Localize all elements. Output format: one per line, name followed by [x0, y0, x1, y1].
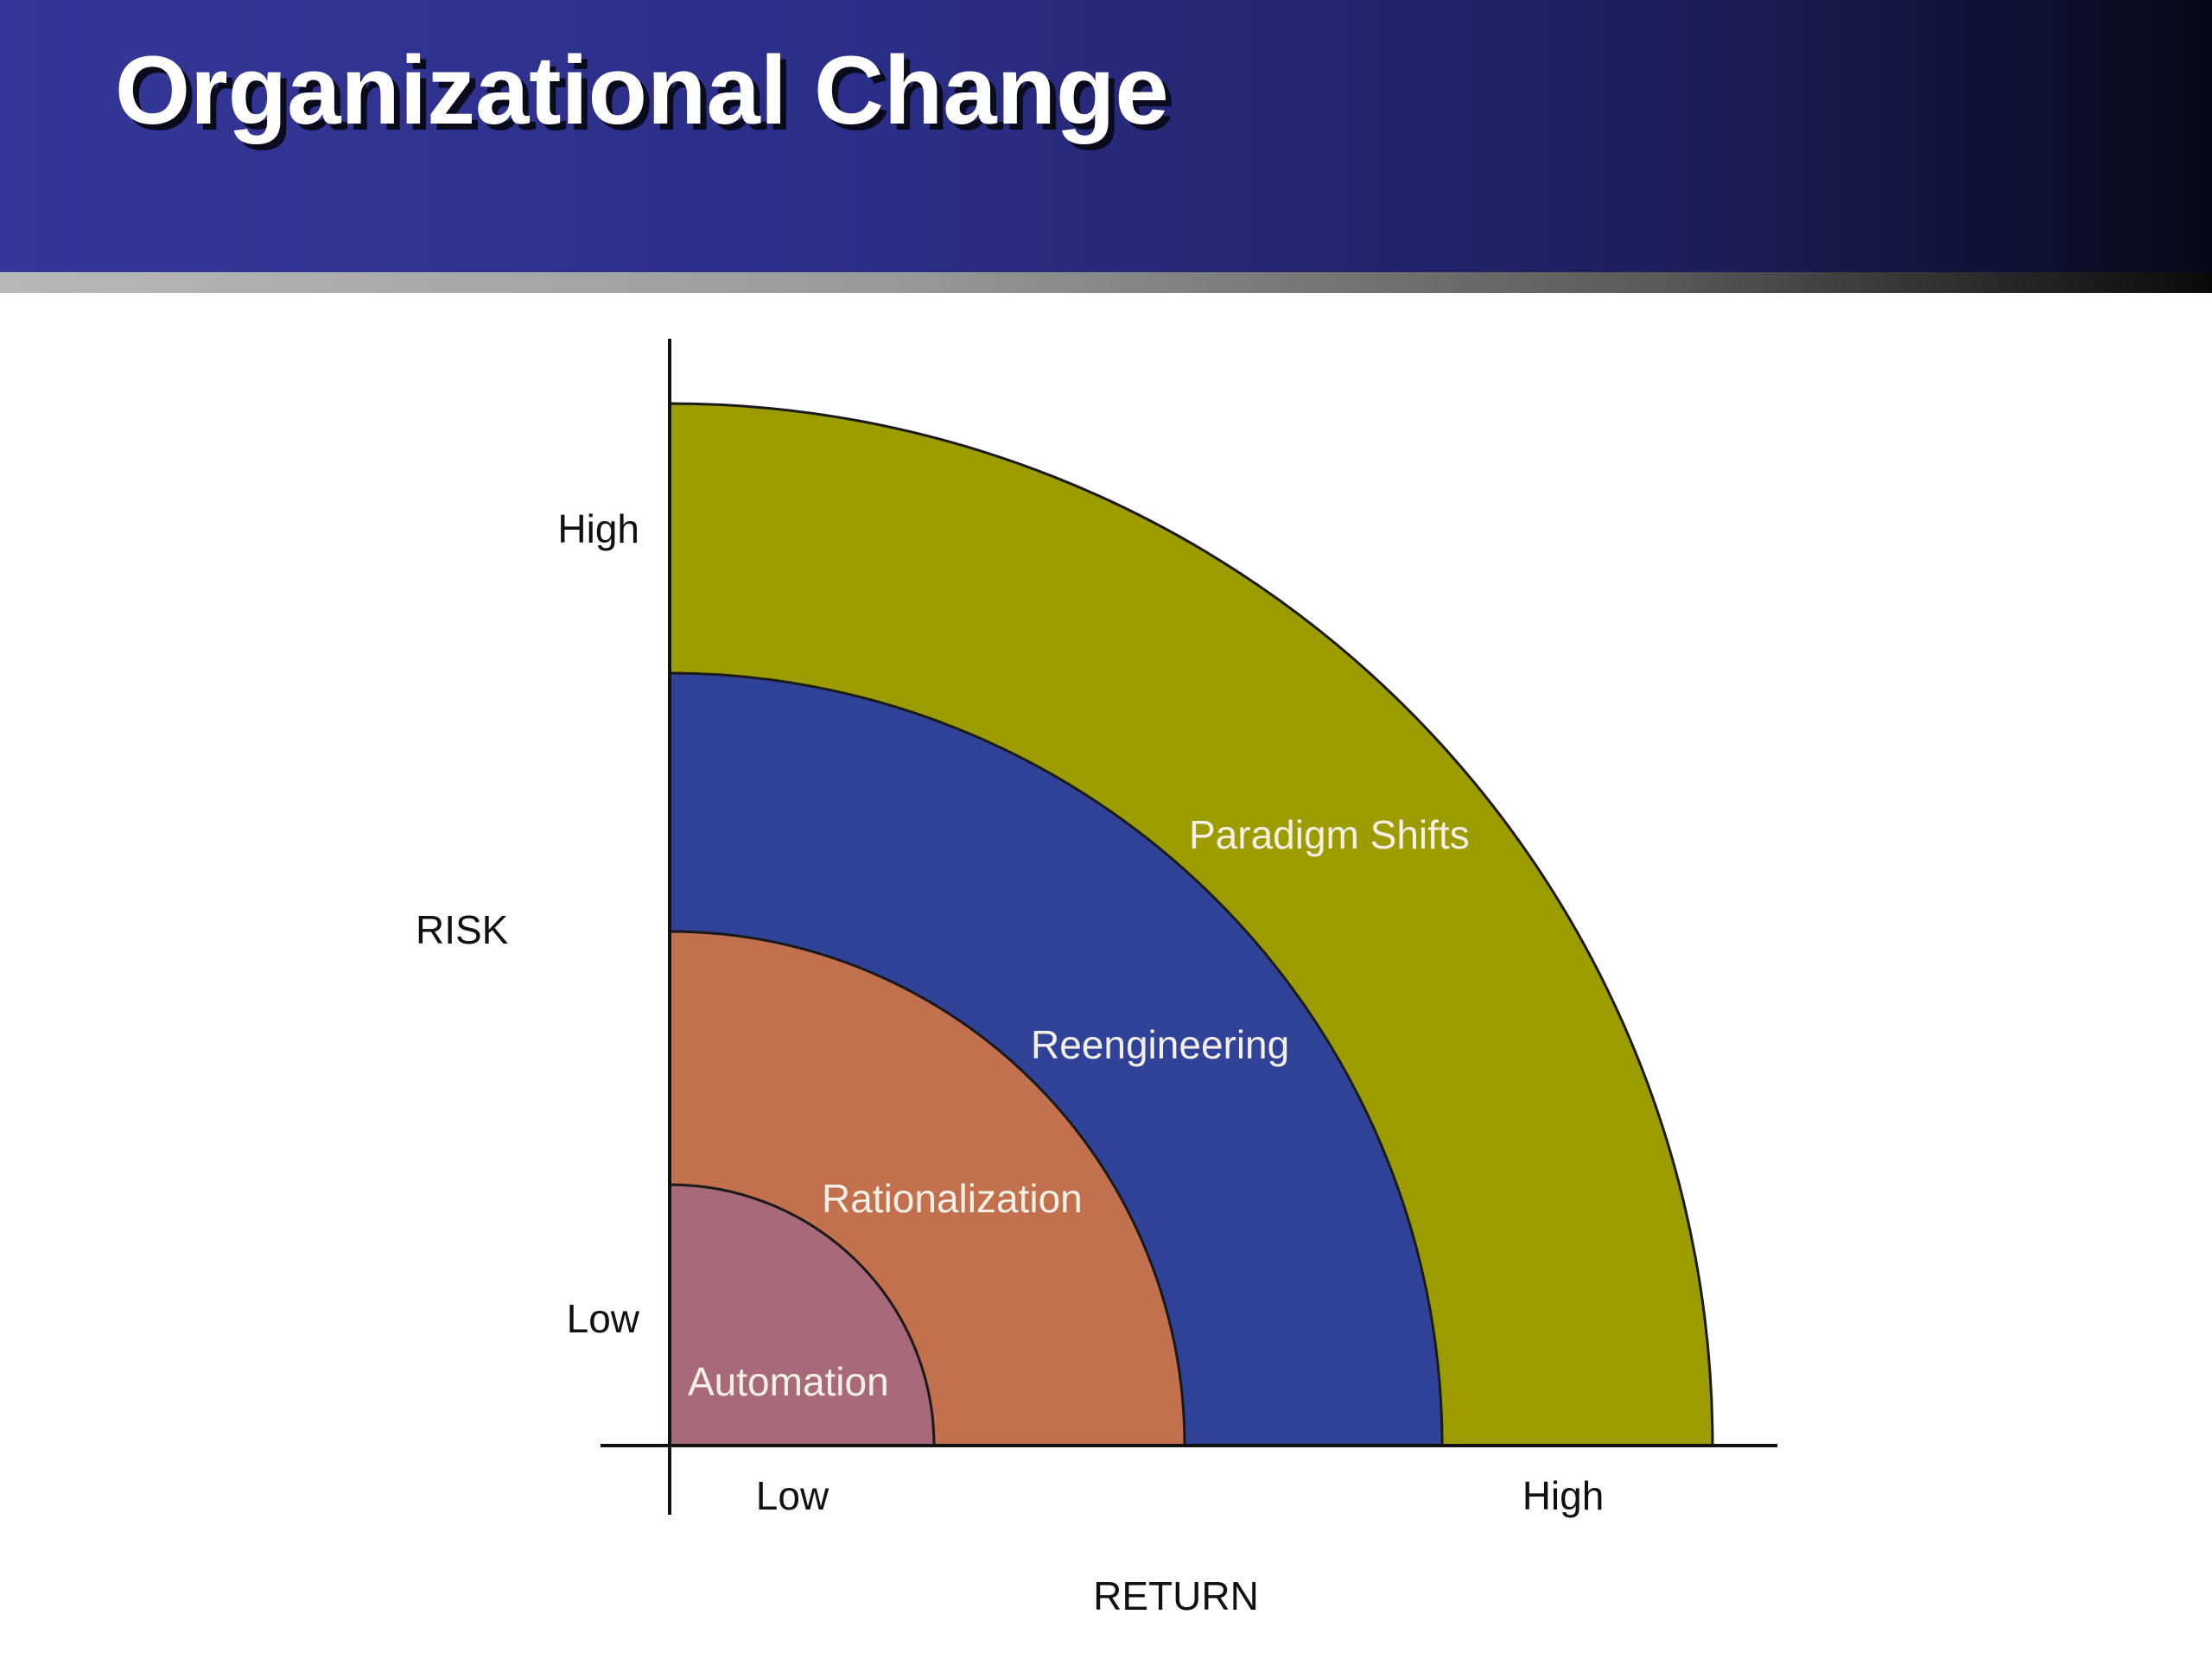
automation-label: Automation: [688, 1359, 889, 1404]
rationalization-label: Rationalization: [822, 1176, 1083, 1221]
x-tick-high: High: [1522, 1473, 1605, 1518]
reengineering-label: Reengineering: [1031, 1022, 1289, 1067]
y-axis-label: RISK: [416, 907, 509, 952]
y-tick-high: High: [557, 506, 639, 551]
y-tick-low: Low: [567, 1296, 640, 1341]
automation-band: [668, 1183, 936, 1447]
x-axis-label: RETURN: [1093, 1573, 1259, 1618]
title-underline: [0, 272, 2212, 293]
x-tick-low: Low: [756, 1473, 830, 1518]
slide-title: Organizational Change: [115, 36, 1169, 144]
paradigm-shifts-label: Paradigm Shifts: [1189, 812, 1470, 857]
title-bar: [0, 0, 2212, 272]
